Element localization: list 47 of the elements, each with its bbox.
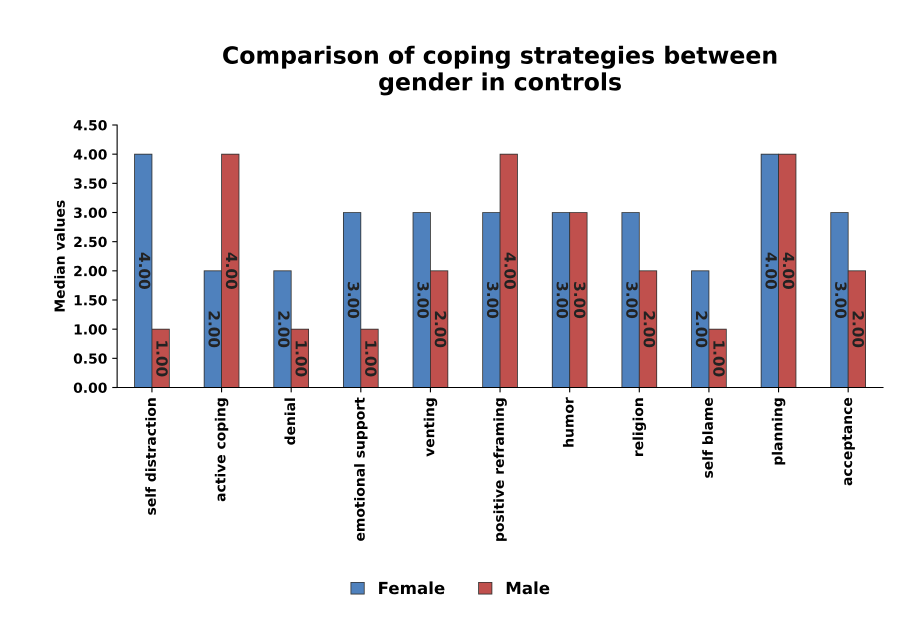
data-label: 3.00: [348, 282, 360, 318]
data-label: 4.00: [226, 252, 238, 289]
data-label: 1.00: [365, 341, 377, 376]
x-tick-label: venting: [424, 398, 438, 457]
data-label: 2.00: [696, 312, 708, 348]
x-tick-label: planning: [772, 398, 786, 464]
x-tick-label: religion: [632, 398, 646, 456]
data-label: 2.00: [434, 312, 446, 348]
y-tick-label: 0.50: [74, 353, 107, 364]
data-label: 1.00: [156, 341, 168, 376]
data-label: 4.00: [765, 252, 777, 289]
legend-label: Female: [379, 581, 444, 594]
legend-label: Male: [506, 581, 550, 594]
data-label: 4.00: [782, 252, 794, 289]
chart-title: Comparison of coping strategies between gender in controls: [223, 46, 776, 96]
y-tick-label: 0.00: [74, 382, 107, 393]
x-tick-label: active coping: [214, 398, 228, 502]
data-label: 2.00: [278, 312, 290, 348]
x-tick-label: positive reframing: [493, 398, 507, 541]
y-tick-label: 1.00: [74, 324, 107, 335]
y-tick-label: 1.50: [74, 294, 107, 306]
y-tick-label: 4.50: [74, 120, 107, 130]
data-label: 4.00: [504, 252, 516, 289]
data-label: 1.00: [713, 341, 725, 376]
y-tick-label: 2.50: [74, 236, 107, 248]
data-label: 3.00: [835, 282, 847, 318]
data-label: 1.00: [295, 341, 308, 376]
x-tick-label: humor: [562, 397, 574, 447]
data-label: 3.00: [626, 282, 638, 318]
data-label: 3.00: [574, 282, 586, 318]
x-tick-label: acceptance: [842, 398, 855, 486]
data-label: 3.00: [486, 282, 498, 318]
data-label: 2.00: [852, 312, 864, 348]
y-tick-label: 3.00: [74, 207, 107, 218]
x-tick-label: denial: [284, 398, 296, 445]
data-label: 2.00: [208, 312, 220, 348]
y-axis-title: Median values: [54, 200, 65, 312]
data-label: 3.00: [417, 282, 429, 318]
data-label: 2.00: [644, 312, 656, 348]
y-tick-label: 4.00: [74, 149, 107, 160]
y-tick-label: 2.00: [74, 266, 107, 276]
y-tick-label: 3.50: [74, 178, 107, 189]
x-tick-label: self blame: [702, 398, 713, 478]
data-label: 4.00: [138, 252, 150, 289]
x-tick-label: self distraction: [145, 398, 156, 515]
x-tick-label: emotional support: [354, 398, 368, 541]
data-label: 3.00: [556, 282, 568, 318]
